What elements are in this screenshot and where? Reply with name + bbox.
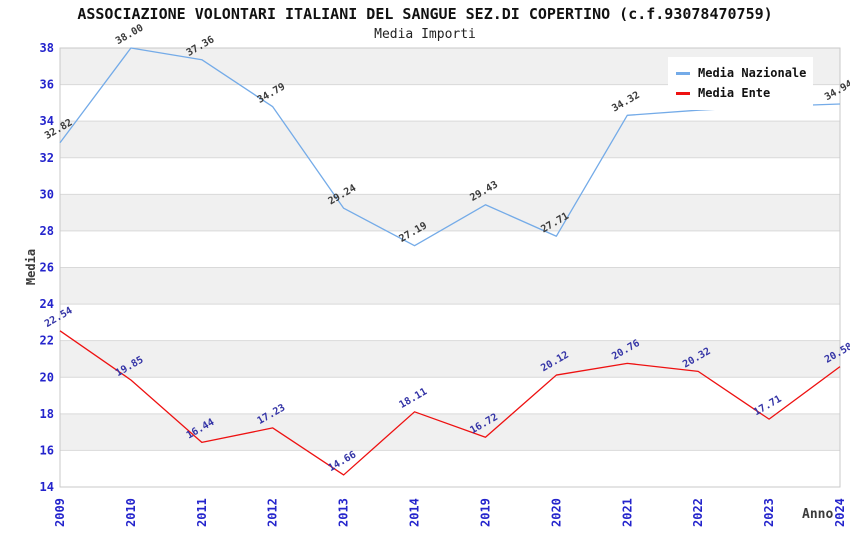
- legend-item-media-ente: Media Ente: [674, 83, 805, 103]
- y-tick-label: 20: [40, 370, 54, 384]
- x-tick-label: 2010: [124, 498, 138, 527]
- x-tick-label: 2009: [53, 498, 67, 527]
- plot-band: [60, 450, 840, 487]
- plot-band: [60, 413, 840, 451]
- x-tick-label: 2012: [266, 498, 280, 527]
- y-tick-label: 38: [40, 41, 54, 55]
- y-tick-label: 30: [40, 187, 54, 201]
- legend-label: Media Ente: [698, 86, 771, 100]
- x-tick-label: 2024: [833, 498, 847, 527]
- media-ente-line: [59, 330, 841, 476]
- y-tick-label: 28: [40, 224, 54, 238]
- y-tick-label: 18: [40, 407, 54, 421]
- y-tick-label: 14: [40, 480, 54, 494]
- media-ente-swatch-icon: [676, 91, 690, 95]
- x-tick-label: 2023: [762, 498, 776, 527]
- y-tick-label: 24: [40, 297, 54, 311]
- plot-border: [59, 47, 841, 488]
- plot-band: [60, 121, 840, 158]
- legend-label: Media Nazionale: [698, 66, 807, 80]
- plot-band: [60, 157, 840, 195]
- legend-item-media-nazionale: Media Nazionale: [674, 63, 807, 83]
- x-tick-label: 2014: [408, 498, 422, 527]
- x-tick-label: 2021: [620, 498, 634, 527]
- y-tick-label: 22: [40, 334, 54, 348]
- chart-subtitle: Media Importi: [374, 27, 476, 42]
- plot-band: [60, 267, 840, 305]
- x-axis-title: Anno: [802, 507, 834, 522]
- chart-legend: Media Nazionale Media Ente: [668, 57, 813, 110]
- y-tick-label: 36: [40, 78, 54, 92]
- chart-title: ASSOCIAZIONE VOLONTARI ITALIANI DEL SANG…: [77, 5, 773, 23]
- x-tick-label: 2011: [195, 498, 209, 527]
- x-tick-label: 2019: [478, 498, 492, 527]
- x-tick-label: 2020: [549, 498, 563, 527]
- x-tick-label: 2022: [691, 498, 705, 527]
- y-tick-label: 16: [40, 443, 54, 457]
- x-tick-label: 2013: [337, 498, 351, 527]
- media-nazionale-swatch-icon: [676, 71, 690, 75]
- plot-band: [60, 340, 840, 378]
- y-tick-label: 26: [40, 261, 54, 275]
- plot-band: [60, 304, 840, 341]
- y-tick-label: 32: [40, 151, 54, 165]
- plot-band: [60, 230, 840, 268]
- y-tick-label: 34: [40, 114, 54, 128]
- plot-band: [60, 377, 840, 414]
- media-nazionale-point-label: 38.00: [114, 23, 146, 48]
